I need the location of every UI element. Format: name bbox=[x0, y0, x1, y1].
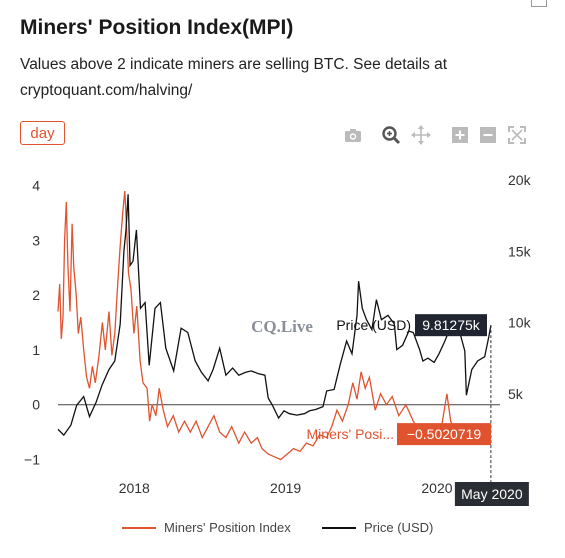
zoom-in-icon[interactable] bbox=[449, 124, 471, 146]
legend-swatch-mpi bbox=[122, 526, 156, 529]
camera-icon[interactable] bbox=[342, 124, 364, 146]
y-left-tick-label: 2 bbox=[32, 287, 40, 303]
hover-mpi-box bbox=[397, 423, 491, 446]
y-right-tick-label: 15k bbox=[508, 243, 532, 259]
legend-label-price: Price (USD) bbox=[364, 520, 434, 535]
legend-item-price[interactable]: Price (USD) bbox=[322, 520, 433, 535]
x-tick-label: 2020 bbox=[421, 480, 452, 496]
hover-price-label: Price (USD) bbox=[336, 317, 411, 333]
y-left-tick-label: 0 bbox=[32, 397, 40, 413]
chart-legend: Miners' Position Index Price (USD) bbox=[0, 520, 565, 540]
series-line-mpi bbox=[57, 190, 492, 461]
y-left-tick-label: 3 bbox=[32, 232, 40, 248]
legend-label-mpi: Miners' Position Index bbox=[164, 520, 291, 535]
chart-plot-area[interactable]: 4 3 2 1 0 −1 20k 15k 10k 5k 2018 2019 2020 CQ.Live Pri… bbox=[0, 160, 565, 520]
hover-price-box bbox=[415, 314, 487, 337]
y-right-tick-label: 5k bbox=[508, 386, 524, 402]
period-day-button[interactable]: day bbox=[20, 121, 65, 145]
window-corner-icon[interactable] bbox=[531, 0, 547, 7]
x-tick-label: 2018 bbox=[119, 480, 150, 496]
hover-price-value: 9.81275k bbox=[422, 317, 481, 333]
watermark: CQ.Live bbox=[251, 317, 313, 336]
zoom-icon[interactable] bbox=[380, 124, 402, 146]
pan-icon[interactable] bbox=[410, 124, 432, 146]
series-line-price bbox=[57, 194, 492, 437]
y-right-tick-label: 10k bbox=[508, 315, 532, 331]
hover-mpi-value: −0.5020719 bbox=[407, 426, 482, 442]
x-tick-label: 2019 bbox=[270, 480, 301, 496]
autoscale-icon[interactable] bbox=[506, 124, 528, 146]
page-title: Miners' Position Index(MPI) bbox=[20, 16, 294, 39]
legend-swatch-price bbox=[322, 526, 356, 529]
legend-item-mpi[interactable]: Miners' Position Index bbox=[122, 520, 291, 535]
hover-date-label: May 2020 bbox=[461, 486, 523, 502]
y-left-tick-label: −1 bbox=[24, 452, 40, 468]
hover-date-box bbox=[454, 482, 529, 506]
hover-mpi-label: Miners' Posi... bbox=[307, 426, 394, 442]
y-right-tick-label: 20k bbox=[508, 172, 532, 188]
y-left-tick-label: 1 bbox=[32, 342, 40, 358]
y-left-tick-label: 4 bbox=[32, 177, 40, 193]
zoom-out-icon[interactable] bbox=[477, 124, 499, 146]
chart-description: Values above 2 indicate miners are selli… bbox=[20, 56, 448, 99]
